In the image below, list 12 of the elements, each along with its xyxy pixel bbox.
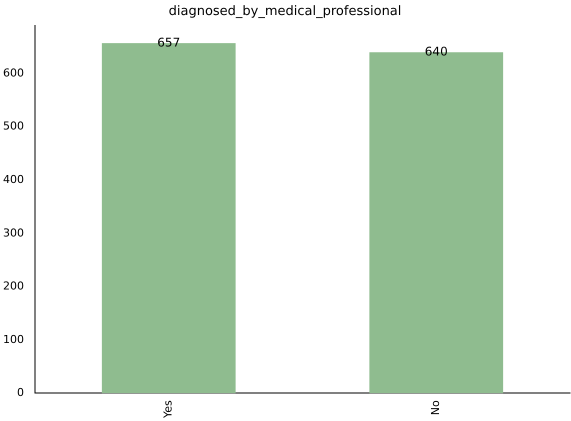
- chart-title: diagnosed_by_medical_professional: [168, 4, 402, 20]
- y-tick-label: 200: [2, 280, 24, 293]
- data-label: 640: [424, 44, 448, 58]
- y-tick-label: 300: [2, 226, 24, 240]
- y-tick-label: 600: [2, 66, 24, 80]
- x-tick-label: No: [429, 400, 442, 416]
- y-tick-label: 500: [2, 120, 24, 133]
- data-label: 657: [157, 35, 180, 50]
- x-tick-label: Yes: [162, 400, 175, 420]
- y-tick-label: 400: [2, 172, 24, 186]
- y-tick-label: 0: [16, 386, 24, 400]
- y-tick-label: 100: [2, 332, 24, 346]
